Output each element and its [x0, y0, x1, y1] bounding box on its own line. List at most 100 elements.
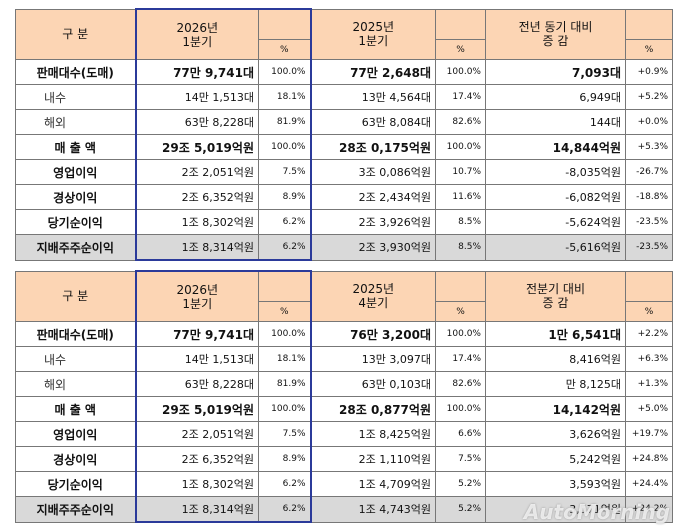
header-pct: % [435, 39, 486, 60]
cell: -5,624억원 [485, 209, 626, 235]
cell: 14,844억원 [485, 134, 626, 160]
cell: 14,142억원 [485, 396, 626, 422]
cell: 2조 3,930억원 [310, 234, 436, 261]
cell: 2조 2,051억원 [134, 421, 259, 447]
cell: 8,416억원 [485, 346, 626, 372]
cell: 2조 6,352억원 [134, 184, 259, 210]
cell: +2.2% [625, 321, 673, 347]
header-label: 구 분 [15, 8, 136, 60]
header-blank [435, 8, 486, 40]
header-label: 구 분 [15, 270, 136, 322]
header-blank [625, 270, 673, 302]
cell: -23.5% [625, 234, 673, 261]
row-label: 판매대수(도매) [15, 321, 136, 347]
header-period: 전년 동기 대비 증 감 [485, 8, 626, 60]
row-label: 내수 [15, 346, 136, 372]
cell: 81.9% [258, 109, 312, 135]
data-table: 구 분 2026년 1분기 2025년 1분기 전년 동기 대비 증 감%%% 판매대수… [15, 8, 673, 261]
cell: -26.7% [625, 159, 673, 185]
cell: -8,035억원 [485, 159, 626, 185]
header-pct: % [435, 301, 486, 322]
cell: 100.0% [435, 321, 486, 347]
cell: 17.4% [435, 346, 486, 372]
cell: 1조 8,302억원 [134, 471, 259, 497]
cell: 100.0% [258, 134, 312, 160]
header-period: 2025년 4분기 [310, 270, 436, 322]
cell: 100.0% [435, 396, 486, 422]
cell: 13만 3,097대 [310, 346, 436, 372]
cell: 17.4% [435, 84, 486, 110]
header-period: 전분기 대비 증 감 [485, 270, 626, 322]
cell: 13만 4,564대 [310, 84, 436, 110]
cell: 1조 8,314억원 [134, 496, 259, 523]
table-row: 지배주주순이익 1조 8,314억원 6.2% 2조 3,930억원 8.5% -5,61… [15, 234, 673, 261]
cell: 5.2% [435, 496, 486, 523]
row-label: 매 출 액 [15, 396, 136, 422]
header-row: 구 분 2026년 1분기 2025년 4분기 전분기 대비 증 감 [15, 270, 673, 322]
cell: +0.9% [625, 59, 673, 85]
cell: 1조 4,743억원 [310, 496, 436, 523]
cell: 8.9% [258, 446, 312, 472]
cell: 1조 8,302억원 [134, 209, 259, 235]
cell: +5.3% [625, 134, 673, 160]
cell: 77만 9,741대 [134, 321, 259, 347]
cell: 8.9% [258, 184, 312, 210]
table-row: 영업이익 2조 2,051억원 7.5% 1조 8,425억원 6.6% 3,626억원 +… [15, 421, 673, 447]
header-period: 2026년 1분기 [134, 270, 259, 322]
cell: 2조 6,352억원 [134, 446, 259, 472]
header-row: 구 분 2026년 1분기 2025년 1분기 전년 동기 대비 증 감 [15, 8, 673, 60]
header-pct: % [258, 39, 312, 60]
cell: 2조 3,926억원 [310, 209, 436, 235]
cell: 28조 0,175억원 [310, 134, 436, 160]
cell: 7.5% [258, 159, 312, 185]
cell: +19.7% [625, 421, 673, 447]
row-label: 영업이익 [15, 159, 136, 185]
cell: 3,571억원 [485, 496, 626, 523]
cell: 100.0% [435, 134, 486, 160]
cell: 8.5% [435, 234, 486, 261]
cell: 5,242억원 [485, 446, 626, 472]
row-label: 당기순이익 [15, 209, 136, 235]
table-row: 매 출 액 29조 5,019억원 100.0% 28조 0,175억원 100.0% 1… [15, 134, 673, 160]
row-label: 해외 [15, 109, 136, 135]
cell: +5.0% [625, 396, 673, 422]
cell: 3,593억원 [485, 471, 626, 497]
cell: 3,626억원 [485, 421, 626, 447]
cell: 100.0% [258, 321, 312, 347]
row-label: 판매대수(도매) [15, 59, 136, 85]
cell: +1.3% [625, 371, 673, 397]
table-row: 내수 14만 1,513대 18.1% 13만 3,097대 17.4% 8,416억원 +… [15, 346, 673, 372]
cell: 14만 1,513대 [134, 346, 259, 372]
cell: 1조 8,314억원 [134, 234, 259, 261]
cell: 14만 1,513대 [134, 84, 259, 110]
row-label: 당기순이익 [15, 471, 136, 497]
cell: 63만 0,103대 [310, 371, 436, 397]
cell: 63만 8,228대 [134, 109, 259, 135]
table-row: 당기순이익 1조 8,302억원 6.2% 2조 3,926억원 8.5% -5,624억… [15, 209, 673, 235]
table-row: 지배주주순이익 1조 8,314억원 6.2% 1조 4,743억원 5.2% 3,571… [15, 496, 673, 523]
cell: 8.5% [435, 209, 486, 235]
table-row: 해외 63만 8,228대 81.9% 63만 0,103대 82.6% 만 8,125대… [15, 371, 673, 397]
table-row: 판매대수(도매) 77만 9,741대 100.0% 77만 2,648대 100.0%… [15, 59, 673, 85]
cell: 82.6% [435, 371, 486, 397]
cell: 6,949대 [485, 84, 626, 110]
cell: 18.1% [258, 346, 312, 372]
cell: -6,082억원 [485, 184, 626, 210]
cell: 63만 8,228대 [134, 371, 259, 397]
table-row: 매 출 액 29조 5,019억원 100.0% 28조 0,877억원 100.0% 1… [15, 396, 673, 422]
cell: 6.2% [258, 471, 312, 497]
cell: 77만 2,648대 [310, 59, 436, 85]
cell: 5.2% [435, 471, 486, 497]
table-row: 판매대수(도매) 77만 9,741대 100.0% 76만 3,200대 100.0%… [15, 321, 673, 347]
header-period: 2026년 1분기 [134, 8, 259, 60]
cell: 1만 6,541대 [485, 321, 626, 347]
cell: 6.6% [435, 421, 486, 447]
row-label: 경상이익 [15, 446, 136, 472]
table-row: 당기순이익 1조 8,302억원 6.2% 1조 4,709억원 5.2% 3,593억원… [15, 471, 673, 497]
cell: 1조 8,425억원 [310, 421, 436, 447]
header-period: 2025년 1분기 [310, 8, 436, 60]
header-blank [258, 270, 312, 302]
cell: 100.0% [258, 59, 312, 85]
cell: -18.8% [625, 184, 673, 210]
cell: 만 8,125대 [485, 371, 626, 397]
